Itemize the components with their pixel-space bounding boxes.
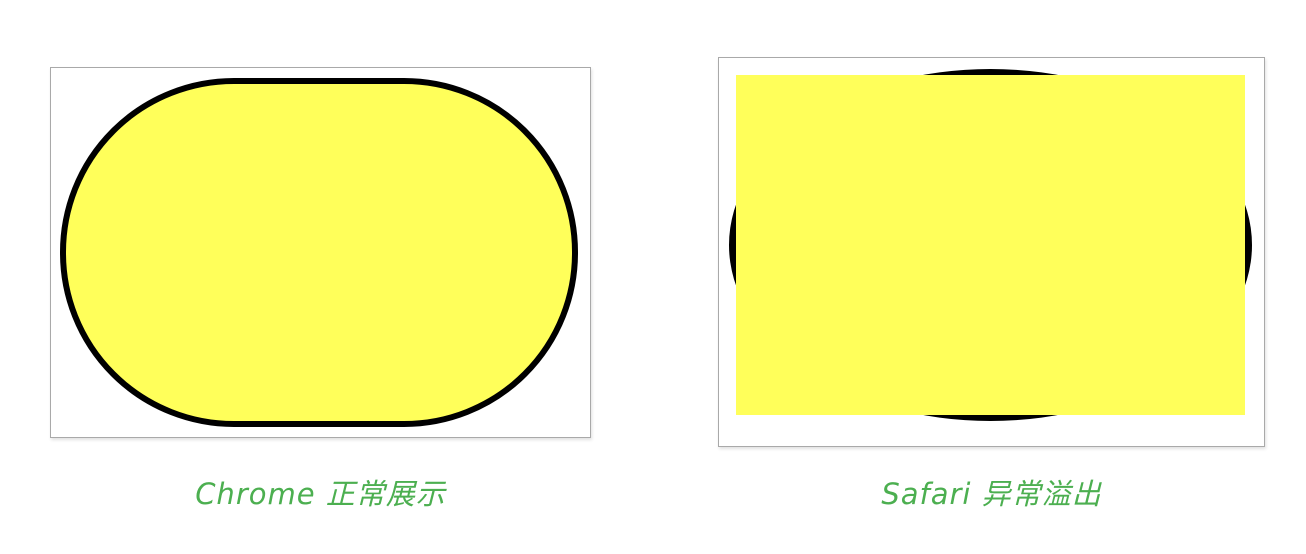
safari-caption: Safari 异常溢出 (881, 477, 1102, 511)
safari-demo-panel (718, 57, 1265, 447)
chrome-caption: Chrome 正常展示 (195, 477, 446, 511)
chrome-yellow-pill-shape (60, 78, 578, 427)
chrome-demo-panel (50, 67, 591, 438)
safari-yellow-overflow-rect (736, 75, 1245, 415)
